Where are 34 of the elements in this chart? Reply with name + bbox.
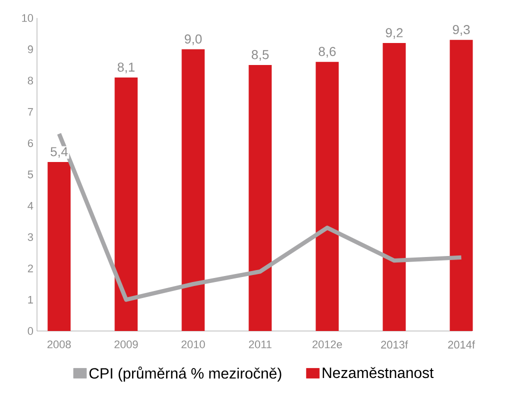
data-label: 8,1	[118, 62, 135, 74]
data-label: 8,6	[318, 46, 336, 58]
data-label: 9,0	[184, 34, 202, 46]
y-tick-label: 4	[28, 202, 34, 210]
data-label: 9,2	[386, 28, 403, 39]
x-tick-label: 2009	[114, 340, 138, 348]
bar	[382, 43, 406, 331]
y-tick-label: 0	[28, 327, 34, 335]
y-tick-label: 6	[28, 139, 33, 148]
bar	[114, 77, 138, 331]
bar	[48, 162, 71, 331]
x-tick-label: 2014f	[448, 340, 476, 349]
legend-label: Nezaměstnanost	[322, 367, 434, 378]
bar	[450, 40, 473, 331]
y-tick-label: 10	[22, 14, 34, 22]
x-tick-label: 2012e	[312, 340, 342, 348]
bar	[248, 64, 272, 331]
y-tick-label: 1	[28, 296, 33, 304]
data-label: 5,4	[50, 147, 68, 158]
y-tick-label: 9	[28, 45, 33, 54]
x-tick-label: 2010	[182, 340, 205, 348]
bar	[316, 62, 339, 331]
y-tick-label: 8	[28, 76, 33, 84]
data-label: 9,3	[452, 25, 470, 36]
y-tick-label: 3	[28, 233, 33, 241]
y-tick-label: 2	[28, 264, 33, 272]
legend-label: CPI (průměrná % meziročně)	[89, 366, 282, 382]
y-tick-label: 5	[28, 170, 34, 178]
data-label: 8,5	[252, 50, 269, 61]
x-tick-label: 2013f	[381, 340, 408, 349]
y-tick-label: 7	[28, 108, 33, 116]
bar	[182, 49, 205, 331]
x-tick-label: 2011	[248, 340, 272, 348]
x-tick-label: 2008	[47, 340, 71, 348]
